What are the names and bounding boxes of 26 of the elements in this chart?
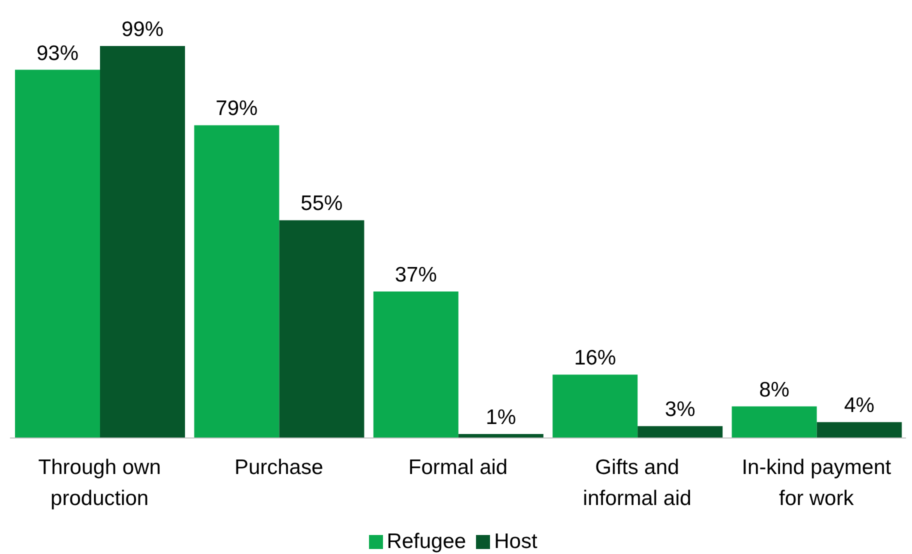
data-label: 16% [574, 346, 616, 370]
x-tick-label: Formal aid [408, 456, 508, 479]
data-label: 93% [36, 42, 79, 65]
bar [552, 374, 638, 438]
data-label: 37% [394, 263, 437, 286]
data-label: 55% [300, 192, 343, 216]
bar [732, 406, 817, 438]
data-label: 8% [759, 378, 790, 402]
data-label: 79% [216, 97, 258, 120]
data-label: 3% [664, 398, 696, 422]
bar [816, 422, 902, 438]
legend-label: Refugee [386, 530, 466, 553]
bar [279, 220, 364, 438]
bar [373, 291, 458, 438]
bar [100, 46, 185, 438]
bar [194, 125, 280, 438]
data-label: 99% [121, 18, 164, 41]
data-label: 4% [844, 394, 874, 418]
x-tick-label: In-kind payment for work [742, 456, 892, 510]
bar [15, 70, 100, 438]
data-label: 1% [486, 406, 516, 430]
bar [638, 426, 723, 438]
x-tick-label: Gifts and informal aid [582, 456, 692, 510]
legend-label: Host [494, 530, 538, 553]
x-tick-label: Purchase [234, 456, 324, 479]
x-tick-label: Through own production [38, 456, 161, 510]
